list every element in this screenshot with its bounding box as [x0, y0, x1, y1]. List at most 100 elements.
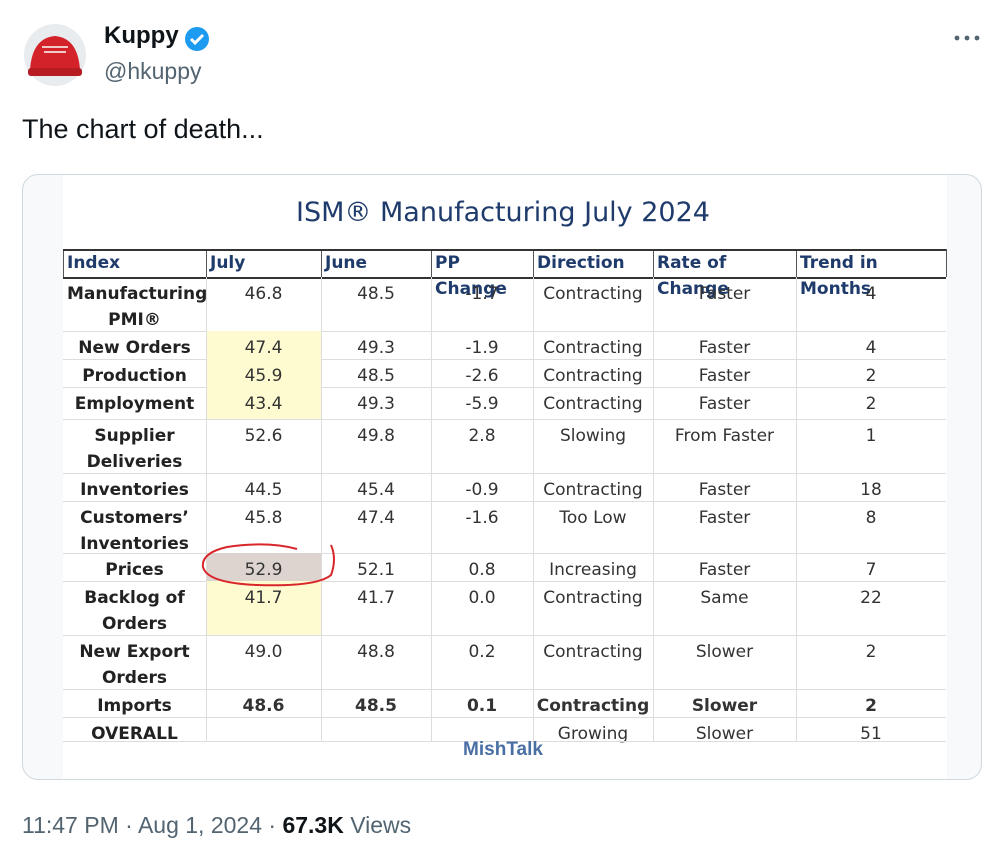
views-count: 67.3K [282, 812, 344, 838]
cell: 47.4 [357, 508, 395, 528]
cell: Faster [698, 366, 751, 386]
row-label: New Orders [78, 338, 191, 358]
cell: Contracting [543, 284, 643, 304]
cell: 49.3 [357, 394, 395, 414]
header-border [946, 249, 947, 277]
cell: 45.9 [206, 359, 321, 387]
date[interactable]: Aug 1, 2024 [137, 812, 262, 838]
cell: 2 [865, 696, 877, 716]
cell: Faster [698, 338, 751, 358]
cell: 0.0 [468, 588, 496, 608]
cell: 49.8 [357, 426, 395, 446]
cell: 41.7 [206, 581, 321, 635]
handle[interactable]: @hkuppy [104, 58, 202, 84]
tweet-text: The chart of death... [22, 114, 264, 144]
row-label: Manufacturing PMI® [67, 284, 208, 330]
row-label: Backlog of Orders [84, 588, 185, 634]
col-border [653, 277, 654, 741]
cell: 48.5 [357, 366, 395, 386]
cell: 46.8 [244, 284, 283, 304]
header-cell: July [206, 249, 321, 277]
cell: 48.5 [355, 696, 397, 716]
cell: -1.9 [465, 338, 499, 358]
cell: 48.8 [357, 642, 395, 662]
cell: 47.4 [206, 331, 321, 359]
cell: Contracting [543, 588, 643, 608]
cell: Contracting [543, 394, 643, 414]
cell: 49.3 [357, 338, 395, 358]
row-label: Employment [74, 394, 195, 414]
cell: Contracting [543, 480, 643, 500]
cell: Too Low [559, 508, 627, 528]
cell [321, 717, 431, 741]
cell: Contracting [543, 338, 643, 358]
cell: -2.6 [465, 366, 499, 386]
row-border [63, 419, 946, 420]
verified-badge [185, 27, 209, 51]
row-label: Supplier Deliveries [86, 426, 183, 472]
display-name[interactable]: Kuppy [104, 22, 179, 49]
cell: 4 [865, 284, 877, 304]
cell: Growing [557, 724, 629, 744]
cell: 45.4 [357, 480, 395, 500]
cell: Faster [698, 508, 751, 528]
image-card[interactable]: ISM® Manufacturing July 2024 Index July Ju… [22, 174, 982, 780]
cell [206, 717, 321, 741]
cell: Same [700, 588, 749, 608]
cell: 2.8 [468, 426, 496, 446]
row-border [63, 553, 946, 554]
time[interactable]: 11:47 PM [22, 812, 119, 838]
cell: Slower [691, 696, 758, 716]
header-cell: Direction [533, 249, 653, 277]
row-label: OVERALL [91, 724, 178, 744]
cell: -1.7 [465, 284, 499, 304]
cell: 2 [865, 394, 877, 414]
cell: Faster [698, 394, 751, 414]
separator: · [125, 812, 133, 838]
views-label: Views [350, 812, 412, 838]
cell: 22 [860, 588, 882, 608]
cell: Faster [698, 284, 751, 304]
row-border [63, 359, 946, 360]
annotation-circle [201, 543, 335, 587]
cell: Slowing [559, 426, 627, 446]
cell: 52.1 [357, 560, 395, 580]
cell: 0.1 [466, 696, 498, 716]
cell: 45.8 [244, 508, 283, 528]
cell: 18 [860, 480, 882, 500]
row-label: Inventories [80, 480, 189, 500]
cell: Faster [698, 560, 751, 580]
row-label: Customers’ Inventories [80, 508, 189, 554]
header-cell: Trend in Months [796, 249, 946, 299]
avatar[interactable] [24, 24, 86, 86]
row-border [63, 689, 946, 690]
cell: Contracting [543, 366, 643, 386]
col-border [431, 277, 432, 741]
cell: 52.6 [244, 426, 283, 446]
row-border [63, 635, 946, 636]
cell: 43.4 [206, 387, 321, 419]
cell: 48.5 [357, 284, 395, 304]
row-label: New Export Orders [79, 642, 190, 688]
header-border [63, 277, 946, 279]
source: MishTalk [463, 739, 543, 760]
cell: Increasing [549, 560, 637, 580]
cell: Faster [698, 480, 751, 500]
cell: 52.9 [206, 553, 321, 581]
cell: Slower [695, 642, 754, 662]
row-border [63, 331, 946, 332]
col-border [321, 277, 322, 741]
col-border [796, 277, 797, 741]
cell: 1 [865, 426, 877, 446]
cell [431, 717, 533, 741]
header-cell: Rate of Change [653, 249, 796, 299]
cell: 51 [860, 724, 882, 744]
cell: -1.6 [465, 508, 499, 528]
cell: 8 [865, 508, 877, 528]
more-menu[interactable] [952, 32, 982, 44]
row-label: Prices [105, 560, 164, 580]
row-border [63, 741, 946, 742]
cell: -5.9 [465, 394, 499, 414]
row-border [63, 501, 946, 502]
